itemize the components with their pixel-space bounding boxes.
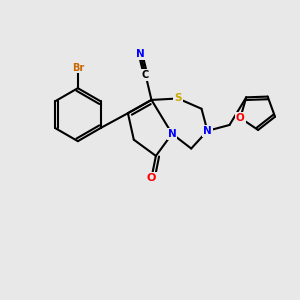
Text: O: O [236, 113, 245, 123]
Text: S: S [174, 94, 182, 103]
Text: N: N [203, 126, 212, 136]
Text: C: C [142, 70, 149, 80]
Text: Br: Br [72, 63, 84, 73]
Text: N: N [168, 129, 176, 139]
Text: N: N [136, 49, 145, 59]
Text: O: O [147, 173, 156, 183]
